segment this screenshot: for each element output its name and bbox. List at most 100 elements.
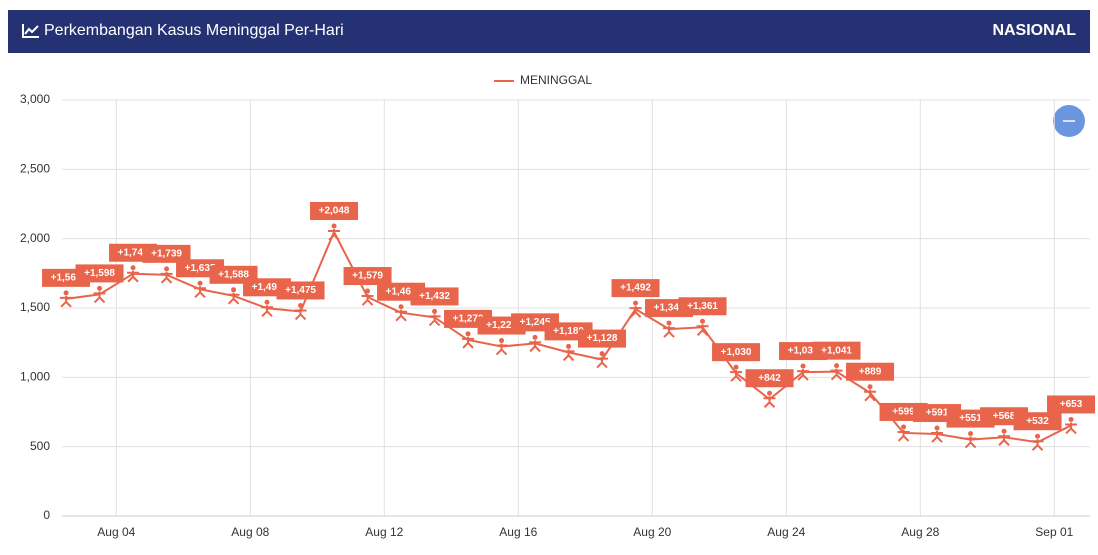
marker-head [197,280,203,286]
marker-head [465,331,471,337]
value-label: +1,498 [252,282,283,293]
value-label: +1,222 [486,320,517,331]
value-label-box [745,369,794,388]
marker-head [1068,416,1074,422]
marker-body [93,291,106,304]
value-label: +591 [926,408,949,419]
marker-body [462,336,475,349]
marker-head [130,265,136,271]
marker-body [596,356,609,369]
marker [462,331,475,349]
marker-body [160,271,173,284]
marker [797,363,810,381]
marker-body [830,368,843,381]
value-label: +551 [959,413,982,424]
value-label-box [846,362,895,381]
y-tick-label: 2,000 [20,231,50,245]
value-label-box [1013,412,1062,431]
marker-head [968,431,974,437]
marker [596,351,609,369]
marker-body [663,326,676,338]
title: Perkembangan Kasus Meninggal Per-Hari [44,22,344,39]
marker [964,431,977,449]
x-tick-label: Aug 12 [365,525,403,539]
x-tick-label: Aug 04 [97,525,135,539]
value-label: +1,739 [151,248,182,259]
value-label: +1,466 [386,286,417,297]
value-label-box [75,264,124,283]
x-tick-label: Aug 28 [901,525,939,539]
value-label: +1,361 [687,301,718,312]
marker-head [934,425,940,431]
value-label-box [578,329,627,348]
value-label: +1,579 [352,271,383,282]
value-label: +889 [859,366,882,377]
marker-body [227,292,240,305]
marker-body [328,229,341,241]
marker [60,290,73,308]
value-label: +1,635 [185,263,216,274]
marker-body [127,270,140,283]
y-tick-label: 500 [30,439,50,453]
value-label: +1,245 [520,317,551,328]
marker [261,299,274,317]
marker-head [1035,433,1041,439]
marker-body [1065,422,1078,435]
marker-body [529,340,542,353]
marker-body [495,343,508,356]
marker-head [901,424,907,430]
marker [361,288,374,306]
value-label-box [611,279,660,298]
marker [629,300,642,318]
marker-body [797,369,810,381]
marker-head [298,302,304,308]
marker [127,265,140,283]
marker-head [633,300,639,306]
marker [328,223,341,241]
marker [696,318,709,336]
y-tick-label: 0 [43,508,50,522]
marker-body [629,306,642,318]
marker-head [532,334,538,340]
marker-head [331,223,337,229]
value-label: +1,348 [654,303,685,314]
legend-label: MENINGGAL [520,73,592,87]
value-label: +653 [1060,399,1083,410]
y-tick-label: 2,500 [20,162,50,176]
value-label: +1,038 [788,346,819,357]
marker [529,334,542,353]
marker [730,364,743,382]
value-label: +842 [758,373,781,384]
marker-head [63,290,69,296]
value-label: +599 [892,407,915,418]
marker-body [294,308,307,321]
header: Perkembangan Kasus Meninggal Per-Hari NA… [8,10,1090,53]
marker-body [864,389,877,402]
marker [864,384,877,402]
marker-body [60,295,73,308]
value-label-box [1047,395,1096,414]
marker [562,343,575,362]
value-label-box [343,267,392,286]
marker-head [97,285,103,291]
y-tick-label: 1,500 [20,300,50,314]
marker [931,425,944,443]
marker [998,428,1011,446]
marker-body [261,305,274,317]
marker-head [700,318,706,324]
value-label: +532 [1026,416,1049,427]
marker-head [733,364,739,370]
marker-body [897,429,910,442]
value-label: +1,492 [620,283,651,294]
value-label: +568 [993,411,1016,422]
marker [663,320,676,338]
marker-head [834,363,840,369]
marker-head [499,338,505,344]
value-label: +1,588 [218,269,249,280]
marker-body [562,349,575,362]
marker-head [599,351,605,357]
value-label: +2,048 [319,206,350,217]
marker-head [800,363,806,369]
